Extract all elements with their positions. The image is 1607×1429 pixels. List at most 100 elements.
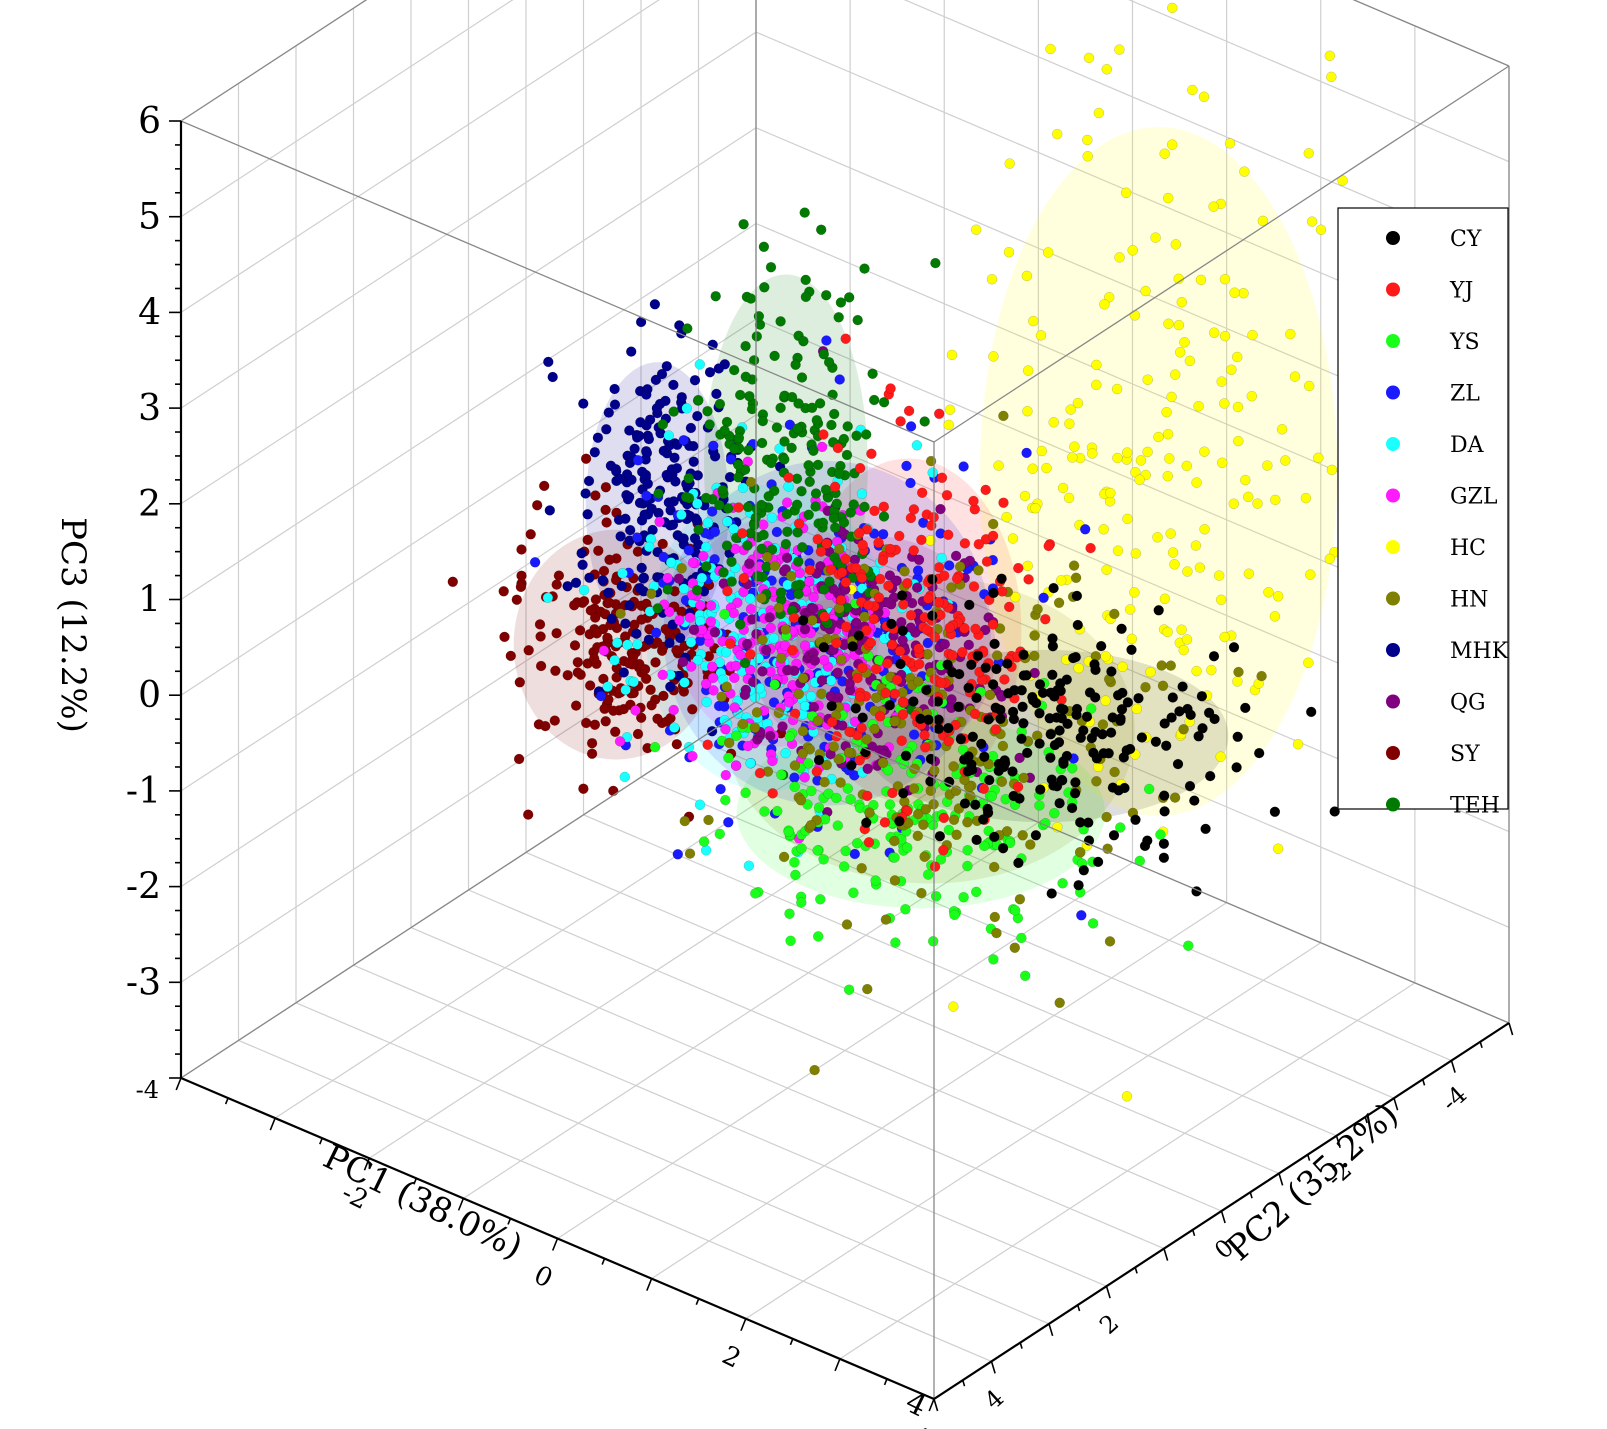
data-point-hc xyxy=(1219,631,1230,643)
data-point-cy xyxy=(853,630,865,641)
data-point-qg xyxy=(851,617,862,629)
data-point-ys xyxy=(832,820,844,831)
data-point-yj xyxy=(733,502,744,513)
data-point-da xyxy=(692,498,703,509)
data-point-ys xyxy=(759,806,770,817)
data-point-hc xyxy=(1101,564,1112,576)
data-point-hc xyxy=(970,224,982,235)
data-point-hc xyxy=(1169,369,1181,380)
data-point-hc xyxy=(1184,355,1196,367)
data-point-hn xyxy=(948,814,960,826)
data-point-cy xyxy=(1193,731,1204,742)
data-point-mhk xyxy=(625,346,637,357)
legend-marker-hn xyxy=(1386,591,1400,606)
data-point-mhk xyxy=(669,452,680,463)
data-point-teh xyxy=(815,224,827,235)
data-point-teh xyxy=(860,429,872,440)
data-point-hn xyxy=(908,783,920,794)
data-point-hc xyxy=(1134,474,1145,485)
data-point-yj xyxy=(973,538,985,550)
data-point-gzl xyxy=(630,705,641,716)
data-point-yj xyxy=(863,599,874,611)
data-point-yj xyxy=(857,539,868,551)
data-point-yj xyxy=(856,722,867,734)
data-point-hc xyxy=(1181,634,1193,645)
data-point-hc xyxy=(1007,533,1019,544)
data-point-zl xyxy=(1021,447,1032,459)
data-point-hn xyxy=(1029,630,1040,641)
data-point-hn xyxy=(684,848,696,859)
data-point-hn xyxy=(762,551,773,563)
data-point-mhk xyxy=(691,515,703,526)
data-point-sy xyxy=(671,644,682,656)
data-point-ys xyxy=(796,843,807,854)
data-point-zl xyxy=(821,335,832,346)
data-point-yj xyxy=(804,564,816,576)
data-point-cy xyxy=(1196,690,1208,702)
frame-edge xyxy=(755,701,1510,1024)
data-point-yj xyxy=(870,663,882,675)
data-point-zl xyxy=(678,434,689,446)
data-point-cy xyxy=(995,713,1006,725)
data-point-yj xyxy=(737,528,748,539)
data-point-ys xyxy=(812,845,823,856)
legend-marker-cy xyxy=(1386,231,1400,245)
data-point-teh xyxy=(766,544,778,555)
data-point-hc xyxy=(1326,464,1338,476)
data-point-yj xyxy=(970,623,981,635)
data-point-da xyxy=(694,615,706,627)
data-point-hc xyxy=(1182,566,1193,577)
data-point-zl xyxy=(683,544,695,556)
data-point-hc xyxy=(1072,397,1084,409)
data-point-zl xyxy=(595,690,607,702)
data-point-teh xyxy=(803,509,814,521)
data-point-hc xyxy=(1303,380,1315,392)
data-point-hc xyxy=(1135,455,1147,466)
data-point-mhk xyxy=(674,632,686,644)
data-point-cy xyxy=(1090,726,1101,738)
data-point-sy xyxy=(513,753,525,765)
data-point-hn xyxy=(769,560,781,572)
data-point-hc xyxy=(1045,43,1056,55)
data-point-hn xyxy=(797,748,808,759)
data-point-hc xyxy=(1124,604,1136,615)
data-point-ys xyxy=(719,608,730,620)
y-tick xyxy=(1393,1097,1399,1111)
data-point-sy xyxy=(578,595,590,607)
data-point-sy xyxy=(652,713,663,725)
data-point-da xyxy=(692,654,703,666)
data-point-yj xyxy=(832,442,844,454)
x-tick xyxy=(319,1137,323,1145)
data-point-cy xyxy=(1067,652,1079,664)
data-point-yj xyxy=(787,644,798,656)
y-tick-label: -4 xyxy=(1436,1080,1472,1116)
legend-marker-hc xyxy=(1386,540,1400,554)
data-point-hn xyxy=(919,851,930,862)
data-point-hc xyxy=(948,1001,959,1012)
data-point-mhk xyxy=(580,488,591,499)
data-point-hc xyxy=(1193,400,1204,412)
data-point-yj xyxy=(968,495,979,507)
data-point-teh xyxy=(759,282,770,293)
data-point-zl xyxy=(632,455,644,466)
data-point-ys xyxy=(1057,878,1068,889)
data-point-zl xyxy=(1076,910,1087,921)
data-point-cy xyxy=(1018,649,1029,660)
data-point-yj xyxy=(1013,562,1024,574)
data-point-gzl xyxy=(804,576,815,587)
data-point-hc xyxy=(1219,273,1231,285)
data-point-mhk xyxy=(631,628,642,639)
frame-edge xyxy=(1352,0,1510,67)
data-point-sy xyxy=(609,726,621,738)
y-tick xyxy=(1364,1116,1368,1124)
data-point-mhk xyxy=(577,559,588,571)
data-point-sy xyxy=(534,619,546,630)
data-point-zl xyxy=(708,440,719,452)
data-point-mhk xyxy=(642,478,654,490)
data-point-mhk xyxy=(544,505,556,516)
data-point-teh xyxy=(771,422,783,433)
data-point-qg xyxy=(744,558,755,569)
data-point-cy xyxy=(894,815,905,827)
data-point-hc xyxy=(1087,448,1098,459)
data-point-ys xyxy=(784,731,795,742)
